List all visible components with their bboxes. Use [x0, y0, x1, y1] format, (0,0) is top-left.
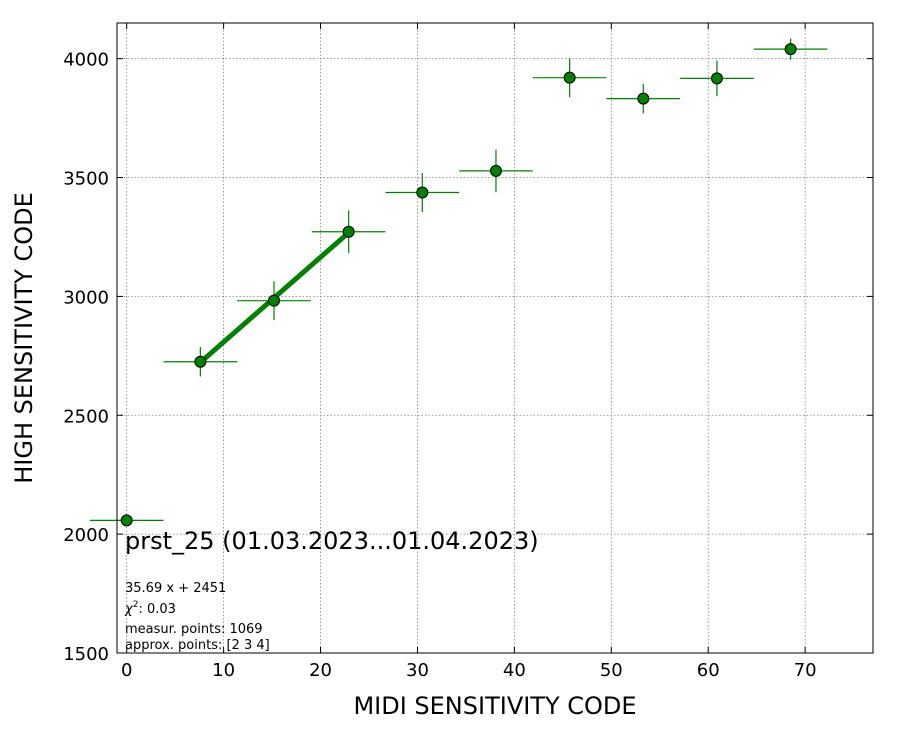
- data-point: [710, 72, 723, 85]
- data-markers: [120, 43, 797, 527]
- x-tick-label: 10: [212, 660, 235, 681]
- error-bars: [89, 38, 828, 521]
- chi2-value: : 0.03: [138, 602, 175, 617]
- chi2-symbol: χ: [124, 602, 134, 617]
- y-axis-title: HIGH SENSITIVITY CODE: [10, 192, 38, 484]
- x-tick-label: 30: [406, 660, 429, 681]
- annotation-measur-points: measur. points: 1069: [125, 622, 263, 637]
- y-tick-label: 3000: [63, 287, 109, 308]
- grid: [117, 23, 873, 654]
- annotation-title: prst_25 (01.03.2023...01.04.2023): [125, 527, 539, 555]
- y-tick-label: 1500: [63, 644, 109, 665]
- data-point: [784, 43, 797, 56]
- x-tick-label: 20: [309, 660, 332, 681]
- data-point: [268, 294, 281, 307]
- x-tick-label: 0: [121, 660, 132, 681]
- x-tick-label: 60: [697, 660, 720, 681]
- x-tick-label: 50: [600, 660, 623, 681]
- data-point: [637, 92, 650, 105]
- chi2-superscript: 2: [133, 600, 139, 610]
- data-point: [416, 186, 429, 199]
- y-tick-label: 3500: [63, 169, 109, 190]
- x-tick-label: 70: [794, 660, 817, 681]
- y-tick-label: 2000: [63, 525, 109, 546]
- tick-labels: 0 10 20 30 40 50 60 70 1500 2000 2500 3000 3500 4000: [63, 50, 816, 681]
- data-point: [342, 225, 355, 238]
- data-point: [194, 355, 207, 368]
- annotation-approx-points: approx. points: [2 3 4]: [125, 638, 270, 653]
- ticks: [117, 23, 873, 654]
- annotation-chi2: χ2: 0.03: [124, 600, 176, 617]
- data-point: [563, 71, 576, 84]
- x-tick-label: 40: [503, 660, 526, 681]
- y-tick-label: 4000: [63, 50, 109, 71]
- annotation-equation: 35.69 x + 2451: [125, 581, 226, 596]
- data-point: [120, 514, 133, 527]
- x-axis-title: MIDI SENSITIVITY CODE: [353, 692, 636, 720]
- plot-frame: [116, 22, 874, 654]
- data-point: [489, 164, 502, 177]
- y-tick-label: 2500: [63, 406, 109, 427]
